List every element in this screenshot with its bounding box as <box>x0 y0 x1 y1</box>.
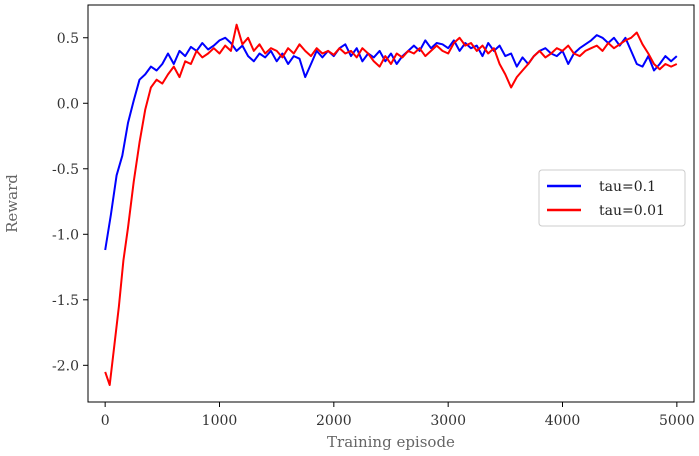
x-axis-ticks: 0 1000 2000 3000 4000 5000 <box>101 402 695 429</box>
series-line-1 <box>104 23 678 386</box>
y-tick-label: 0.0 <box>57 96 79 112</box>
x-tick-label: 0 <box>101 413 110 429</box>
series-layer <box>104 23 678 386</box>
legend-label-series-0: tau=0.1 <box>599 179 656 195</box>
x-axis-label: Training episode <box>327 433 455 451</box>
series-line-0 <box>104 34 678 251</box>
legend: tau=0.1 tau=0.01 <box>538 169 686 227</box>
x-tick-label: 4000 <box>545 413 581 429</box>
y-tick-label: -1.5 <box>52 293 79 309</box>
y-axis-label: Reward <box>3 174 21 233</box>
y-axis-ticks: -2.0 -1.5 -1.0 -0.5 0.0 0.5 <box>52 31 88 374</box>
x-tick-label: 2000 <box>316 413 352 429</box>
x-tick-label: 5000 <box>659 413 695 429</box>
plot-frame <box>87 4 695 403</box>
y-tick-label: -1.0 <box>52 227 79 243</box>
legend-label-series-1: tau=0.01 <box>599 203 665 219</box>
x-tick-label: 3000 <box>430 413 466 429</box>
legend-box <box>538 169 686 227</box>
y-tick-label: 0.5 <box>57 31 79 47</box>
y-tick-label: -0.5 <box>52 162 79 178</box>
y-tick-label: -2.0 <box>52 358 79 374</box>
x-tick-label: 1000 <box>202 413 238 429</box>
